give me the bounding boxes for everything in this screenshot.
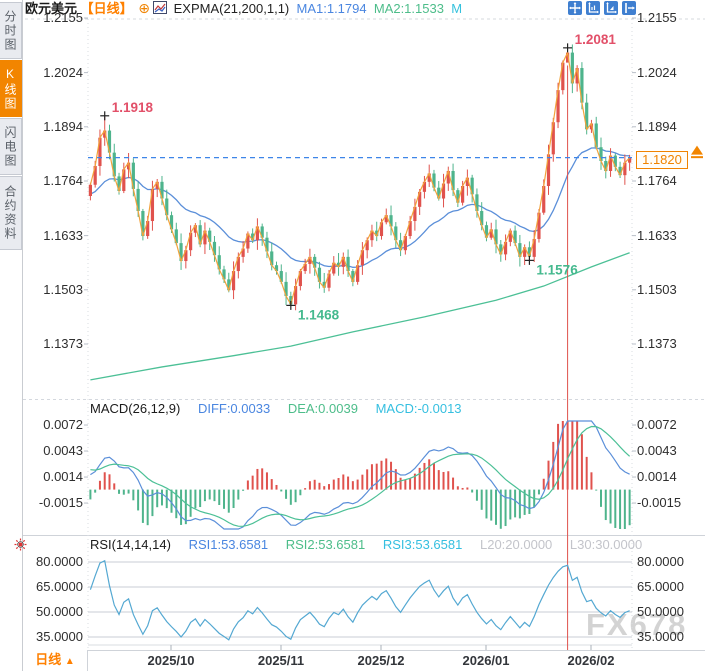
period-dropdown-arrow-icon: ▲ xyxy=(64,656,75,667)
axis-label: 35.0000 xyxy=(36,629,83,644)
ma2-value: MA2:1.1533 xyxy=(373,1,444,16)
macd-hist-value: MACD:-0.0013 xyxy=(375,401,462,416)
price-annotation: 1.1468 xyxy=(298,307,340,322)
rsi1-value: RSI1:53.6581 xyxy=(188,537,269,552)
axis-label: 50.0000 xyxy=(36,604,83,619)
axis-label: 0.0043 xyxy=(43,443,83,459)
axis-label: 1.1373 xyxy=(43,336,83,351)
axis-label: 1.1503 xyxy=(43,281,83,297)
chart-type-icon[interactable] xyxy=(153,1,168,14)
axis-label: 0.0043 xyxy=(637,443,677,459)
fx678-watermark: FX678 xyxy=(586,607,688,642)
sidebar-tab-kline[interactable]: K线图 xyxy=(0,60,22,117)
alert-sun-icon[interactable] xyxy=(14,538,27,556)
axis-label: -0.0015 xyxy=(637,495,682,511)
axis-label: 1.2024 xyxy=(43,64,83,80)
crosshair-move-icon[interactable] xyxy=(568,1,582,15)
price-annotation: 1.2081 xyxy=(575,32,617,47)
axis-label: 1.1894 xyxy=(43,118,83,134)
date-label: 2025/12 xyxy=(357,653,405,668)
rsi2-value: RSI2:53.6581 xyxy=(285,537,366,552)
ma1-value: MA1:1.1794 xyxy=(296,1,367,16)
axis-label: -0.0015 xyxy=(38,495,83,511)
macd-dea-value: DEA:0.0039 xyxy=(287,401,358,416)
rsi-title: RSI(14,14,14) xyxy=(90,537,171,552)
macd-panel-header: MACD(26,12,9) DIFF:0.0033 DEA:0.0039 MAC… xyxy=(90,401,476,416)
rsi3-value: RSI3:53.6581 xyxy=(382,537,463,552)
axis-label: 0.0014 xyxy=(43,469,83,485)
chart-header: 欧元美元 【日线】 ⊕ EXPMA(21,200,1,1) MA1:1.1794… xyxy=(25,0,705,18)
axis-label: 65.0000 xyxy=(36,579,83,594)
axis-label: 1.1894 xyxy=(637,118,677,134)
axis-label: 1.2155 xyxy=(637,10,677,25)
macd-title: MACD(26,12,9) xyxy=(90,401,181,416)
axis-label: 50.0000 xyxy=(637,604,684,619)
rsi-l20-value: L20:20.0000 xyxy=(479,537,553,552)
axis-label: 80.0000 xyxy=(36,554,83,569)
period-label: 日线 xyxy=(35,652,62,667)
period-selector-button[interactable]: 日线 ▲ xyxy=(23,650,88,671)
axis-label: 1.1764 xyxy=(43,173,83,188)
sidebar-tab-timeshare[interactable]: 分时图 xyxy=(0,2,22,59)
m-label: M xyxy=(451,1,463,16)
axis-label: 0.0072 xyxy=(637,417,677,433)
rsi-l30-value: L30:30.0000 xyxy=(569,537,643,552)
date-label: 2026/01 xyxy=(462,653,510,668)
axis-label: 1.1503 xyxy=(637,281,677,297)
period-tag: 【日线】 xyxy=(80,1,133,16)
rsi-panel-header: RSI(14,14,14) RSI1:53.6581 RSI2:53.6581 … xyxy=(90,537,656,552)
axis-label: 1.2155 xyxy=(43,10,83,25)
axis-label: 1.1633 xyxy=(43,227,83,243)
axis-label: 0.0072 xyxy=(43,417,83,433)
price-annotation: 1.1576 xyxy=(536,262,578,277)
axis-scale-icon[interactable] xyxy=(604,1,618,15)
axis-label: 35.0000 xyxy=(637,629,684,644)
sidebar: 分时图 K线图 闪电图 合约资料 xyxy=(0,0,23,671)
axis-label: 1.1764 xyxy=(637,173,677,188)
axis-label: 1.1373 xyxy=(637,336,677,351)
axis-label: 1.1633 xyxy=(637,227,677,243)
sidebar-tab-contract-info[interactable]: 合约资料 xyxy=(0,176,22,250)
date-label: 2026/02 xyxy=(567,653,615,668)
time-axis-bar xyxy=(23,650,705,671)
macd-diff-value: DIFF:0.0033 xyxy=(197,401,271,416)
axis-label: 1.2024 xyxy=(637,64,677,80)
price-annotation: 1.1918 xyxy=(112,100,154,115)
exit-right-icon[interactable] xyxy=(622,1,636,15)
axis-label: 80.0000 xyxy=(637,554,684,569)
indicator-name: EXPMA(21,200,1,1) xyxy=(173,1,290,16)
symbol-name: 欧元美元 xyxy=(25,1,78,16)
date-label: 2025/11 xyxy=(257,653,305,668)
date-label: 2025/10 xyxy=(147,653,195,668)
chart-toolbar xyxy=(568,1,636,15)
sidebar-tab-lightning[interactable]: 闪电图 xyxy=(0,118,22,175)
axis-zoom-in-icon[interactable] xyxy=(586,1,600,15)
axis-label: 0.0014 xyxy=(637,469,677,485)
add-compare-icon[interactable]: ⊕ xyxy=(138,0,151,16)
current-price-tag: 1.1820 xyxy=(636,151,688,169)
axis-label: 65.0000 xyxy=(637,579,684,594)
